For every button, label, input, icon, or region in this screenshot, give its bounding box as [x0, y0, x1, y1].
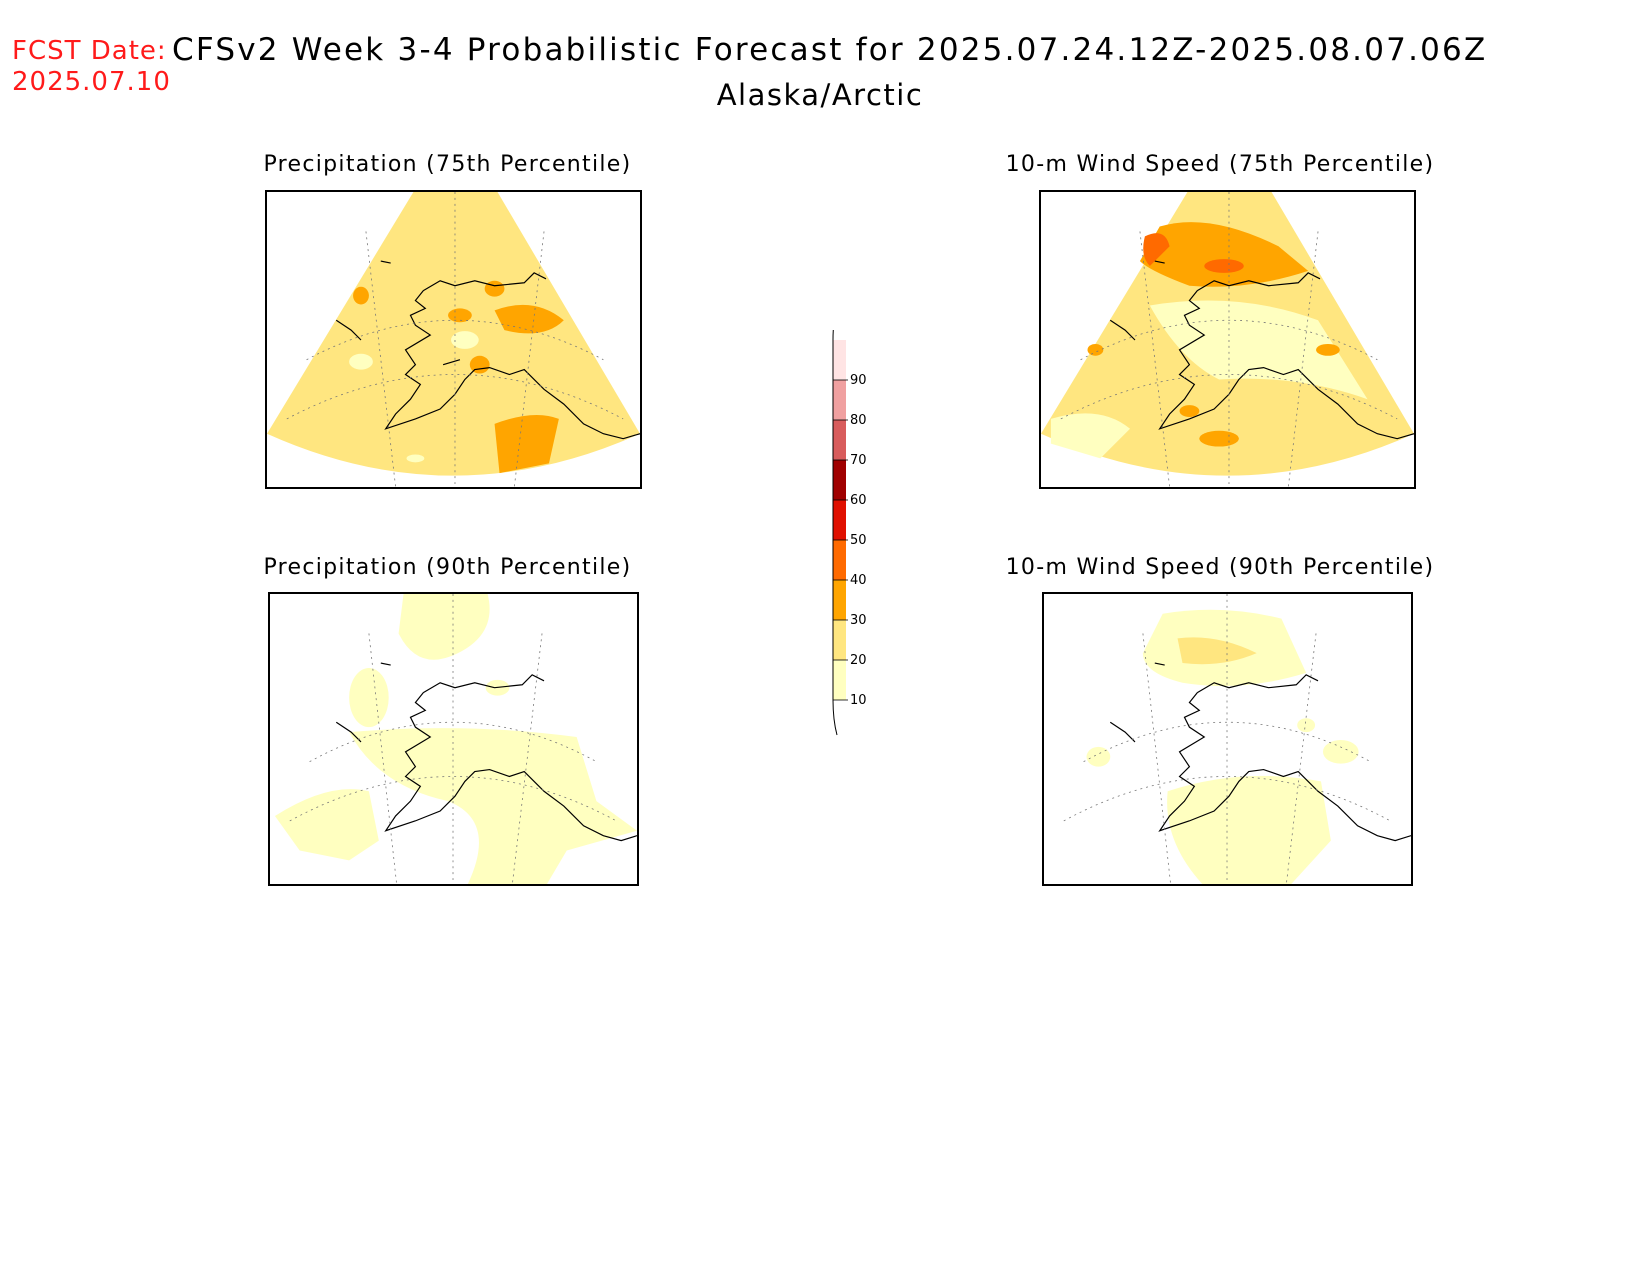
forecast-date: FCST Date: 2025.07.10 — [12, 36, 171, 98]
colorbar-swatch — [833, 540, 846, 580]
map-precip-90 — [268, 592, 639, 886]
colorbar-label: 80 — [850, 413, 867, 428]
higher-prob-area — [398, 594, 490, 660]
colorbar-label: 90 — [850, 373, 867, 388]
higher-prob-area — [484, 280, 505, 297]
very-high-prob-area — [1204, 259, 1244, 273]
lower-prob-area — [451, 331, 479, 349]
higher-prob-area — [1316, 343, 1340, 356]
coastline — [335, 662, 637, 842]
map-wind-75-svg — [1041, 192, 1414, 487]
lower-prob-area — [1149, 300, 1368, 400]
panel-title-precip-75: Precipitation (75th Percentile) — [263, 152, 632, 177]
map-wind-75 — [1039, 190, 1416, 489]
colorbar-swatch — [833, 340, 846, 380]
panel-title-wind-75: 10-m Wind Speed (75th Percentile) — [1005, 152, 1435, 177]
higher-prob-area — [349, 728, 637, 884]
colorbar-label: 20 — [850, 653, 867, 668]
graticule — [1060, 192, 1398, 487]
colorbar-label: 10 — [850, 693, 867, 708]
panel-title-wind-90: 10-m Wind Speed (90th Percentile) — [1005, 555, 1435, 580]
lower-prob-area — [349, 353, 373, 370]
higher-prob-area — [1179, 405, 1200, 417]
higher-prob-area — [353, 286, 369, 305]
colorbar-label: 70 — [850, 453, 867, 468]
region-label: Alaska/Arctic — [716, 78, 924, 112]
higher-prob-area — [1087, 343, 1104, 356]
panel-title-precip-90: Precipitation (90th Percentile) — [263, 555, 632, 580]
map-wind-90-svg — [1063, 594, 1411, 884]
higher-prob-area — [274, 789, 379, 861]
colorbar-label: 40 — [850, 573, 867, 588]
higher-prob-area — [349, 667, 389, 728]
coastline — [1109, 662, 1411, 842]
very-high-prob-area — [1143, 233, 1170, 266]
coastline — [335, 260, 640, 440]
colorbar-label: 50 — [850, 533, 867, 548]
colorbar-swatch — [833, 660, 846, 700]
colorbar-swatch — [833, 500, 846, 540]
colorbar-swatch — [833, 420, 846, 460]
graticule — [286, 192, 624, 487]
higher-prob-area — [1199, 430, 1239, 447]
very-high-prob-area — [1177, 637, 1257, 665]
forecast-date-label: FCST Date: — [12, 36, 167, 66]
colorbar-label: 60 — [850, 493, 867, 508]
colorbar-top-end — [832, 309, 838, 341]
map-precip-75-svg — [267, 192, 640, 487]
map-precip-75 — [265, 190, 642, 489]
map-precip-90-svg — [274, 594, 637, 884]
colorbar-swatch — [833, 380, 846, 420]
higher-prob-area — [1297, 718, 1316, 733]
higher-prob-area — [494, 304, 564, 334]
coastline — [1109, 260, 1414, 440]
colorbar: 10 20 30 40 50 60 70 80 90 — [820, 309, 900, 750]
higher-prob-area — [1322, 739, 1359, 764]
map-wind-90 — [1042, 592, 1413, 886]
figure-title: CFSv2 Week 3-4 Probabilistic Forecast fo… — [172, 32, 1488, 68]
colorbar-bottom-end — [832, 699, 838, 736]
higher-prob-area — [494, 414, 559, 474]
colorbar-swatch — [833, 620, 846, 660]
forecast-field — [267, 192, 640, 476]
region-title: Alaska/Arctic — [0, 78, 1650, 112]
higher-prob-area — [1086, 746, 1111, 767]
forecast-date-value: 2025.07.10 — [12, 67, 171, 97]
lower-prob-area — [406, 454, 425, 463]
colorbar-swatch — [833, 580, 846, 620]
lower-prob-area — [1050, 413, 1131, 459]
higher-prob-area — [1167, 775, 1331, 884]
colorbar-svg: 10 20 30 40 50 60 70 80 90 — [832, 309, 867, 736]
higher-prob-area — [1139, 222, 1309, 287]
higher-prob-area — [448, 308, 472, 323]
colorbar-label: 30 — [850, 613, 867, 628]
colorbar-swatch — [833, 460, 846, 500]
